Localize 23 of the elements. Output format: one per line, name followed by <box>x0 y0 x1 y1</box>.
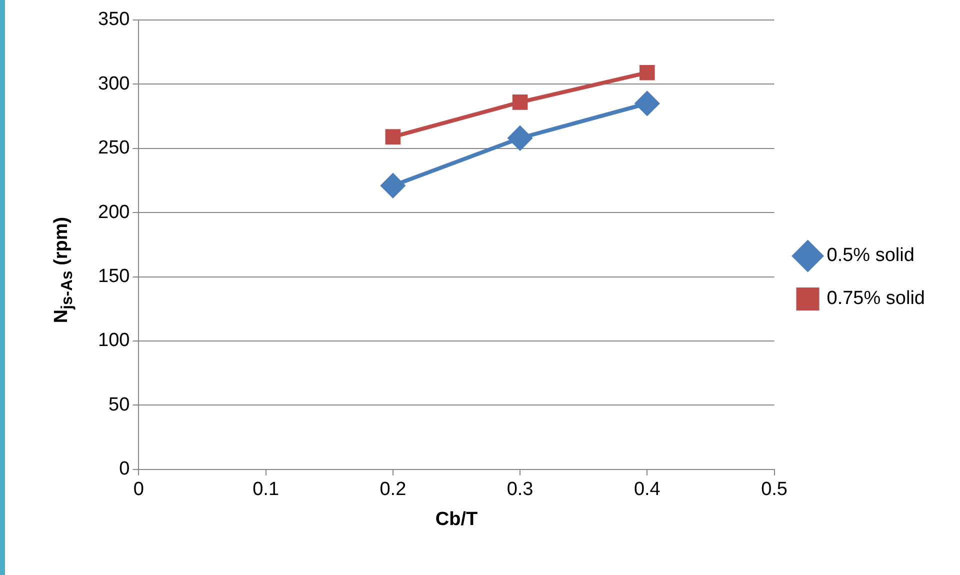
point <box>385 129 401 144</box>
y-tick-label: 250 <box>98 138 130 159</box>
x-tick-label: 0 <box>133 479 144 500</box>
x-tick-label: 0.4 <box>634 479 661 500</box>
legend-label: 0.5% solid <box>826 245 914 266</box>
y-tick-label: 100 <box>98 330 130 352</box>
x-tick-label: 0.1 <box>252 479 280 500</box>
y-tick-label: 300 <box>98 73 130 94</box>
x-tick-label: 0.5 <box>761 479 788 500</box>
x-tick-label: 0.2 <box>380 479 406 500</box>
legend-label: 0.75% solid <box>826 288 926 310</box>
y-tick-label: 350 <box>98 9 130 30</box>
y-tick-label: 150 <box>98 266 130 288</box>
y-tick-label: 0 <box>119 458 130 480</box>
point <box>512 94 528 110</box>
y-tick-label: 200 <box>98 202 130 223</box>
point <box>640 64 655 80</box>
x-tick-label: 0.3 <box>506 479 534 500</box>
x-axis-title: Cb/T <box>435 508 478 530</box>
point <box>635 91 660 116</box>
point <box>508 126 532 150</box>
point <box>380 174 405 198</box>
y-tick-label: 50 <box>108 394 130 416</box>
